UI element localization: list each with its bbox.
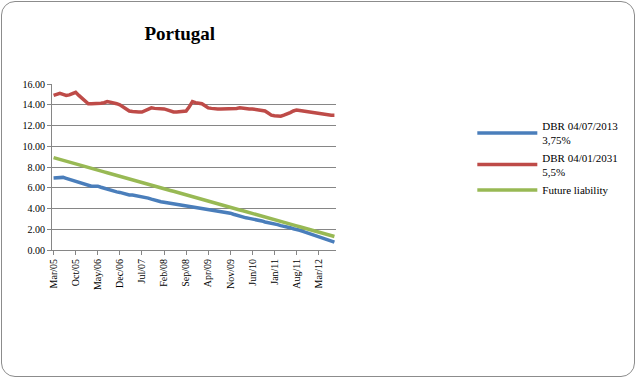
- svg-text:Dec/06: Dec/06: [114, 259, 125, 288]
- svg-text:Feb/08: Feb/08: [158, 259, 169, 287]
- svg-text:Nov/09: Nov/09: [225, 259, 236, 289]
- svg-text:12.00: 12.00: [23, 120, 46, 131]
- svg-text:Aug/11: Aug/11: [291, 259, 302, 289]
- svg-text:16.00: 16.00: [23, 79, 46, 90]
- svg-text:Jan/11: Jan/11: [269, 259, 280, 285]
- svg-text:Mar/12: Mar/12: [313, 259, 324, 288]
- svg-text:Jul/07: Jul/07: [136, 259, 147, 283]
- svg-text:2.00: 2.00: [28, 224, 46, 235]
- svg-text:10.00: 10.00: [23, 141, 46, 152]
- svg-text:0.00: 0.00: [28, 245, 46, 256]
- svg-text:14.00: 14.00: [23, 99, 46, 110]
- svg-text:DBR 04/07/20133,75%: DBR 04/07/20133,75%: [542, 120, 618, 146]
- svg-text:8.00: 8.00: [28, 162, 46, 173]
- svg-text:Mar/05: Mar/05: [48, 259, 59, 288]
- svg-text:Jun/10: Jun/10: [247, 259, 258, 286]
- svg-text:Future liability: Future liability: [542, 184, 608, 196]
- svg-text:6.00: 6.00: [28, 182, 46, 193]
- svg-text:May/06: May/06: [92, 259, 103, 290]
- svg-text:DBR 04/01/20315,5%: DBR 04/01/20315,5%: [542, 152, 617, 178]
- svg-text:4.00: 4.00: [28, 203, 46, 214]
- svg-text:Oct/05: Oct/05: [70, 259, 81, 286]
- svg-text:Portugal: Portugal: [144, 23, 215, 44]
- svg-text:Sep/08: Sep/08: [180, 259, 191, 287]
- svg-text:Apr/09: Apr/09: [202, 259, 213, 287]
